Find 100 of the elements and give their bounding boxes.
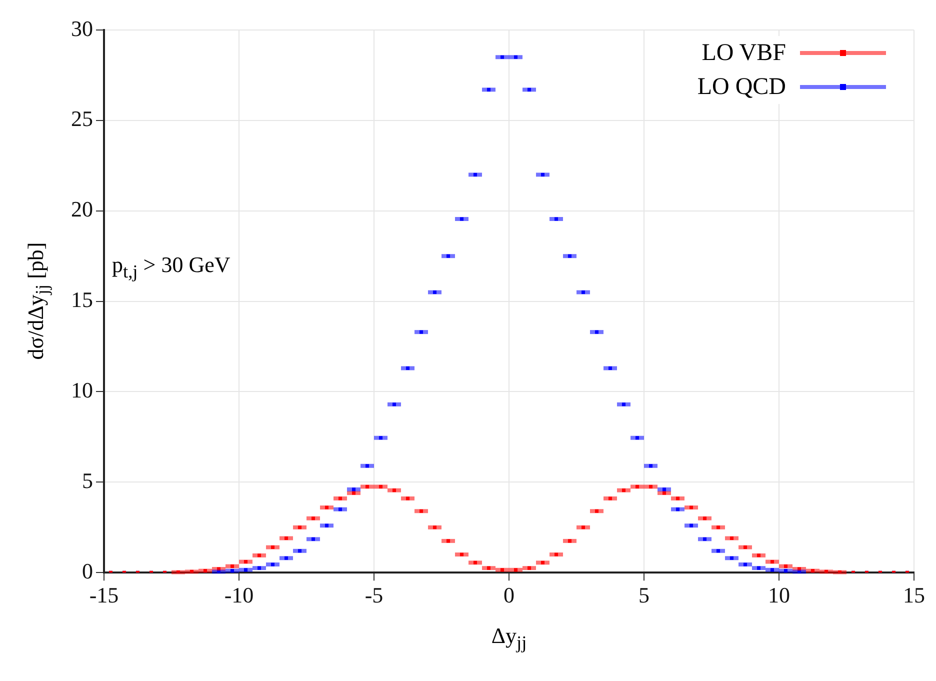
y-tick-label: 10 <box>71 378 93 403</box>
point <box>730 556 734 560</box>
point <box>622 488 626 492</box>
y-tick-label: 15 <box>71 287 93 312</box>
x-tick-label: -15 <box>89 582 119 608</box>
point <box>216 567 221 571</box>
point <box>635 436 640 440</box>
point <box>432 526 437 530</box>
point <box>244 568 248 572</box>
point <box>514 55 518 59</box>
point <box>500 568 504 572</box>
x-tick-label: 5 <box>638 582 650 608</box>
point <box>406 496 410 500</box>
point <box>338 508 342 512</box>
point <box>257 566 262 570</box>
point <box>540 172 545 176</box>
point <box>784 564 788 568</box>
point <box>662 488 666 492</box>
point <box>406 366 410 370</box>
point <box>689 524 694 528</box>
point <box>230 564 234 568</box>
point <box>568 539 572 543</box>
point <box>365 484 370 488</box>
point <box>702 537 707 541</box>
point <box>298 549 302 553</box>
x-axis-title: Δy$_{jj}$ <box>491 622 527 653</box>
point <box>594 509 599 513</box>
x-tick-label: -10 <box>224 582 254 608</box>
point <box>743 546 748 550</box>
point <box>716 549 720 553</box>
point <box>460 217 464 221</box>
point <box>324 506 329 510</box>
point <box>311 537 316 541</box>
point <box>716 526 720 530</box>
point <box>770 568 774 572</box>
point <box>446 539 450 543</box>
point <box>730 536 734 540</box>
point <box>554 217 558 221</box>
point <box>568 254 572 258</box>
point <box>352 488 356 492</box>
point <box>702 516 707 520</box>
point <box>270 562 275 566</box>
point <box>527 88 532 92</box>
point <box>594 330 599 334</box>
point <box>432 290 437 294</box>
y-tick-label: 0 <box>82 558 93 584</box>
point <box>540 560 545 564</box>
point <box>527 566 532 570</box>
point <box>622 402 626 406</box>
point <box>419 330 424 334</box>
point <box>284 536 288 540</box>
point <box>473 560 478 564</box>
point <box>338 496 342 500</box>
legend-label: LO VBF <box>702 40 786 66</box>
point <box>689 506 694 510</box>
point <box>676 496 680 500</box>
point <box>486 88 491 92</box>
y-tick-label: 30 <box>71 16 93 41</box>
point <box>797 567 802 571</box>
point <box>554 552 558 556</box>
point <box>635 484 640 488</box>
x-tick-label: 0 <box>504 582 514 608</box>
point <box>270 546 275 550</box>
point <box>446 254 450 258</box>
point <box>257 554 262 558</box>
point <box>581 290 586 294</box>
point <box>743 562 748 566</box>
point <box>419 509 424 513</box>
annotation: p$_{t,j}$ > 30 GeV <box>112 252 230 282</box>
point <box>378 484 383 488</box>
point <box>473 172 478 176</box>
point <box>662 491 666 495</box>
y-tick-label: 20 <box>71 196 93 222</box>
y-tick-label: 25 <box>71 106 93 132</box>
point <box>378 436 383 440</box>
legend-label: LO QCD <box>697 74 786 100</box>
point <box>648 464 653 468</box>
point <box>514 568 518 572</box>
point <box>460 552 464 556</box>
point <box>756 566 761 570</box>
point <box>608 496 612 500</box>
point <box>244 560 248 564</box>
point <box>581 526 586 530</box>
point <box>784 569 788 573</box>
y-tick-label: 5 <box>82 468 93 493</box>
point <box>365 464 370 468</box>
point <box>756 554 761 558</box>
x-tick-label: 10 <box>768 582 790 608</box>
point <box>311 516 316 520</box>
point <box>486 566 491 570</box>
x-tick-label: 15 <box>903 582 925 608</box>
point <box>648 484 653 488</box>
point <box>230 569 234 573</box>
point <box>392 488 396 492</box>
point <box>392 402 396 406</box>
point <box>352 491 356 495</box>
point <box>284 556 288 560</box>
point <box>770 560 774 564</box>
point <box>298 526 302 530</box>
x-tick-label: -5 <box>364 582 384 608</box>
